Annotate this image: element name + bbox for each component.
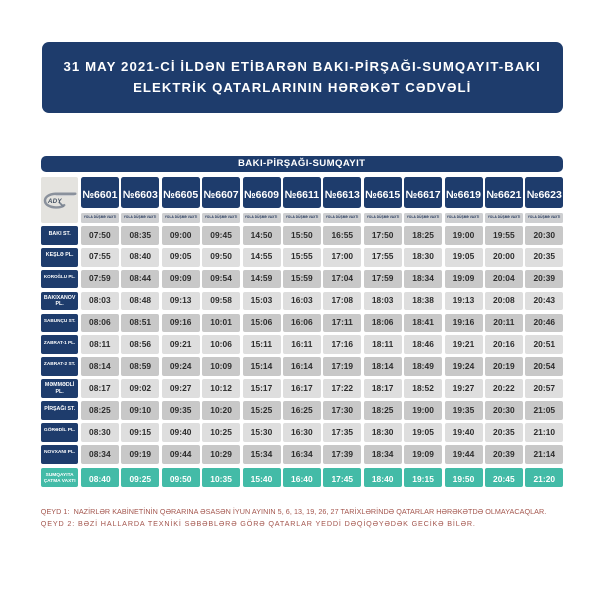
svg-text:ADY: ADY <box>47 198 63 205</box>
